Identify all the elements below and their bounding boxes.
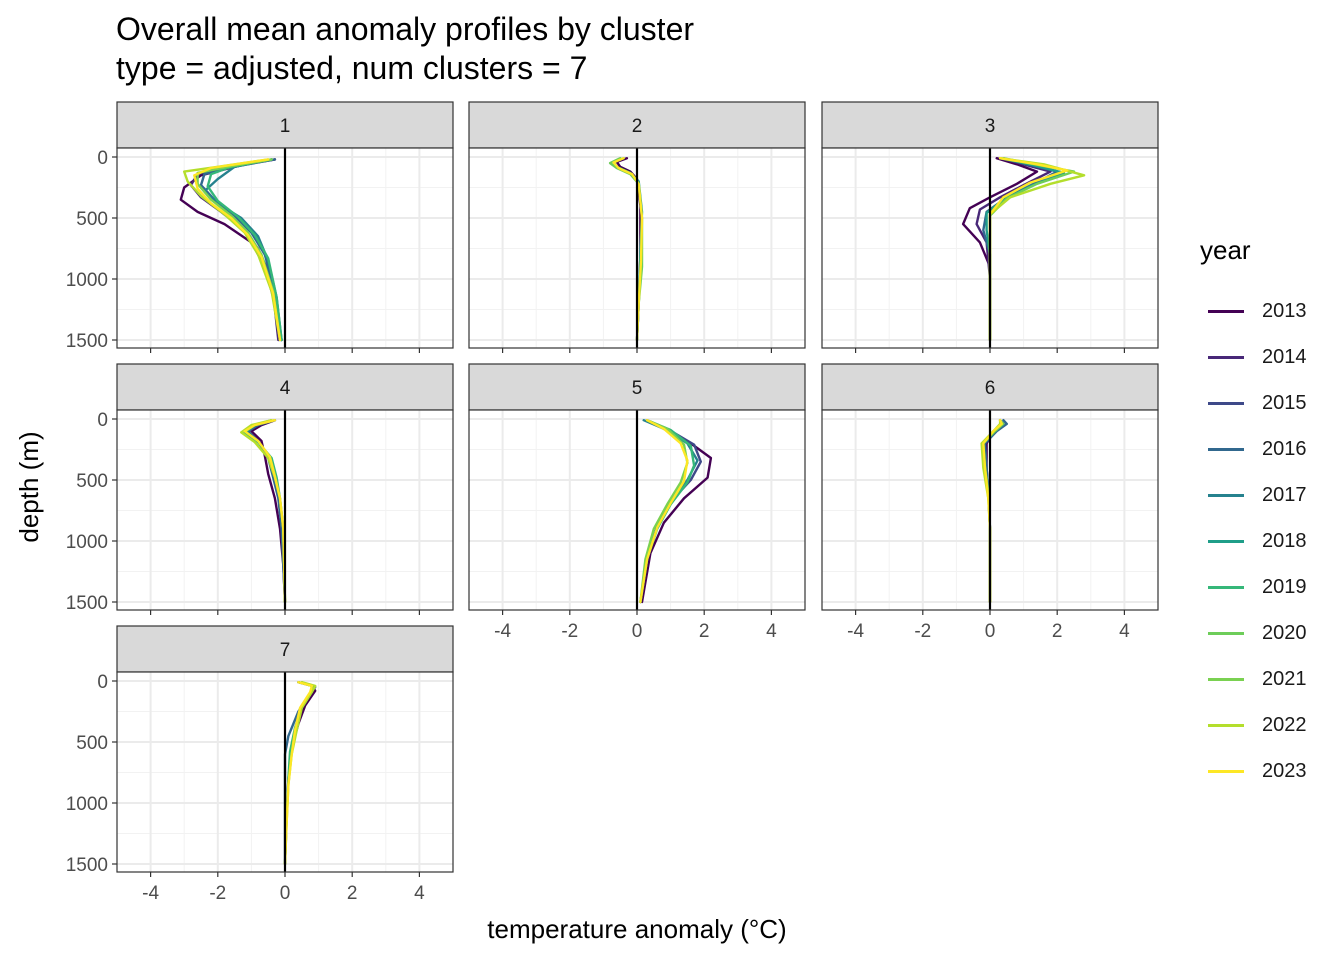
y-tick-label: 0 [97, 410, 108, 431]
profile-line-2023 [283, 681, 314, 866]
y-tick-label: 1500 [66, 331, 108, 352]
x-tick-label: 2 [1052, 621, 1063, 642]
legend-key-2019 [1208, 585, 1244, 589]
profile-line-2023 [612, 156, 644, 342]
legend-key-2022 [1208, 723, 1244, 727]
x-tick-label: 2 [699, 621, 710, 642]
legend-label-2014: 2014 [1262, 345, 1307, 368]
y-tick-label: 1000 [66, 532, 108, 553]
facet-strip-label: 4 [280, 378, 291, 399]
legend-label-2022: 2022 [1262, 713, 1307, 736]
y-tick-label: 0 [97, 148, 108, 169]
profile-line-2013 [961, 156, 1039, 342]
legend-key-2017 [1208, 493, 1244, 497]
y-tick-label: 1500 [66, 855, 108, 876]
legend-label-2017: 2017 [1262, 483, 1307, 506]
x-tick-label: -2 [914, 621, 931, 642]
legend-item-2015: 2015 [1200, 380, 1307, 426]
legend-label-2020: 2020 [1262, 621, 1307, 644]
legend-item-2021: 2021 [1200, 656, 1307, 702]
legend-label-2021: 2021 [1262, 667, 1307, 690]
facet-strip-label: 1 [280, 116, 291, 137]
legend-key-2018 [1208, 539, 1244, 543]
legend-key-2023 [1208, 769, 1244, 773]
legend-key-2014 [1208, 355, 1244, 359]
y-tick-label: 500 [76, 733, 108, 754]
legend-title: year [1200, 235, 1251, 265]
legend-label-2016: 2016 [1262, 437, 1307, 460]
x-tick-label: -2 [209, 883, 226, 904]
profile-line-2023 [193, 158, 282, 342]
y-axis-title: depth (m) [14, 431, 44, 542]
facet-strip [821, 363, 1159, 411]
legend-item-2023: 2023 [1200, 748, 1307, 794]
chart-title: Overall mean anomaly profiles by cluster [116, 11, 695, 47]
facet-strip-label: 3 [985, 116, 996, 137]
y-tick-label: 500 [76, 471, 108, 492]
legend-key-2016 [1208, 447, 1244, 451]
legend-label-2015: 2015 [1262, 391, 1307, 414]
legend-key-2015 [1208, 401, 1244, 405]
x-tick-label: -2 [561, 621, 578, 642]
legend-label-2019: 2019 [1262, 575, 1307, 598]
profile-line-2021 [639, 419, 689, 604]
facet-strip [468, 363, 806, 411]
legend-item-2020: 2020 [1200, 610, 1307, 656]
x-tick-label: 2 [347, 883, 358, 904]
legend-item-2014: 2014 [1200, 334, 1307, 380]
legend-key-2013 [1208, 309, 1244, 313]
x-tick-label: 4 [766, 621, 777, 642]
y-tick-label: 1000 [66, 270, 108, 291]
x-axis-title: temperature anomaly (°C) [487, 914, 786, 944]
x-tick-label: -4 [847, 621, 864, 642]
x-tick-label: 0 [985, 621, 996, 642]
facet-strip-label: 6 [985, 378, 996, 399]
facet-strip [468, 101, 806, 149]
y-tick-label: 1000 [66, 794, 108, 815]
facet-strip-label: 5 [632, 378, 643, 399]
legend-item-2018: 2018 [1200, 518, 1307, 564]
legend: year 2013 2014 2015 2016 2017 2018 2019 2020 202… [1200, 235, 1307, 794]
legend-key-2021 [1208, 677, 1244, 681]
facet-strip-label: 2 [632, 116, 643, 137]
x-tick-label: -4 [142, 883, 159, 904]
profile-line-2019 [206, 158, 283, 342]
y-tick-label: 0 [97, 672, 108, 693]
legend-label-2013: 2013 [1262, 299, 1307, 322]
legend-item-2017: 2017 [1200, 472, 1307, 518]
x-tick-label: 4 [1119, 621, 1130, 642]
legend-key-2020 [1208, 631, 1244, 635]
facet-strip [116, 363, 454, 411]
y-tick-label: 500 [76, 209, 108, 230]
profile-line-2023 [243, 419, 287, 604]
y-tick-label: 1500 [66, 593, 108, 614]
legend-label-2018: 2018 [1262, 529, 1307, 552]
legend-item-2019: 2019 [1200, 564, 1307, 610]
facet-strip-label: 7 [280, 640, 291, 661]
x-tick-label: 0 [632, 621, 643, 642]
x-tick-label: 0 [280, 883, 291, 904]
legend-label-2023: 2023 [1262, 759, 1307, 782]
legend-item-2022: 2022 [1200, 702, 1307, 748]
chart-subtitle: type = adjusted, num clusters = 7 [116, 50, 588, 86]
x-tick-label: 4 [414, 883, 425, 904]
legend-item-2013: 2013 [1200, 288, 1307, 334]
x-tick-label: -4 [494, 621, 511, 642]
facet-strip [116, 625, 454, 673]
profile-line-2023 [639, 419, 689, 604]
legend-item-2016: 2016 [1200, 426, 1307, 472]
